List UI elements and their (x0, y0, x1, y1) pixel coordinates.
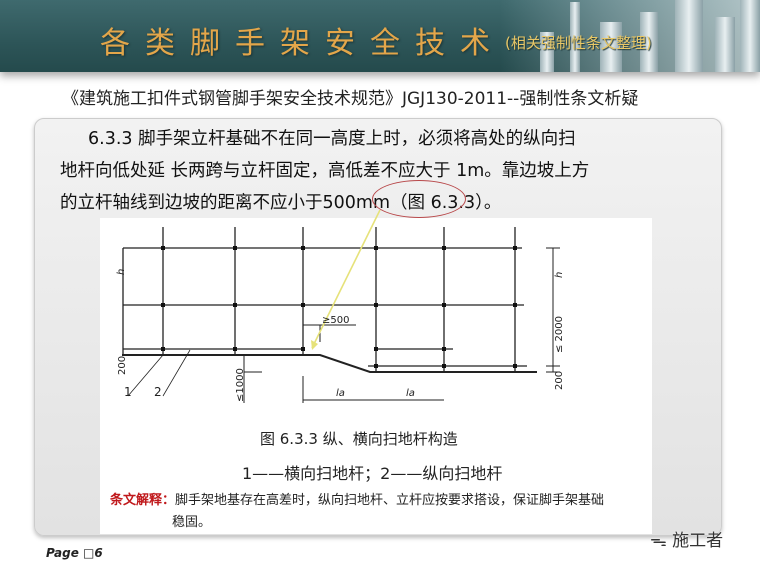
clause-line-1: 6.3.3 脚手架立杆基础不在同一高度上时，必须将高处的纵向扫 (88, 129, 576, 149)
wechat-icon: ᯓ (650, 531, 673, 551)
watermark: ᯓ 施工者 (650, 526, 723, 551)
page-number: Page □6 (46, 546, 103, 560)
note-label: 条文解释： (110, 493, 176, 508)
label-2: 2 (154, 385, 162, 399)
slide-header: 各类脚手架安全技术 (相关强制性条文整理) (0, 0, 760, 72)
note-text-2: 稳固。 (172, 515, 212, 530)
slide-subtitle: 《建筑施工扣件式钢管脚手架安全技术规范》JGJ130-2011--强制性条文析疑 (62, 89, 639, 109)
label-le1000: ≤1000 (235, 368, 246, 402)
label-la-1: la (336, 388, 345, 399)
label-200-right: 200 (554, 371, 565, 390)
label-200-left: 200 (117, 356, 128, 375)
label-1: 1 (124, 385, 132, 399)
pointer-arrow (311, 209, 381, 349)
slide-title-note: (相关强制性条文整理) (505, 34, 652, 52)
label-ge500: ≥500 (322, 315, 349, 326)
figure-legend: 1——横向扫地杆；2——纵向扫地杆 (242, 464, 503, 483)
figure-caption: 图 6.3.3 纵、横向扫地杆构造 (260, 430, 458, 448)
note-text: 脚手架地基存在高差时，纵向扫地杆、立杆应按要求搭设，保证脚手架基础 (175, 493, 605, 508)
clause-line-3a: 的立杆轴线到边坡的距离不应小于 (60, 193, 323, 213)
label-h-right: h (554, 272, 565, 278)
watermark-text: 施工者 (672, 531, 724, 551)
label-le2000: ≤ 2000 (554, 316, 565, 353)
clause-line-2: 地杆向低处延 长两跨与立杆固定，高低差不应大于 1m。靠边坡上方 (60, 161, 590, 181)
label-h-left: h (116, 269, 127, 275)
slide-title: 各类脚手架安全技术 (100, 26, 505, 61)
clause-explanation: 条文解释：脚手架地基存在高差时，纵向扫地杆、立杆应按要求搭设，保证脚手架基础 稳固… (110, 490, 604, 534)
highlight-circle (372, 180, 466, 218)
label-la-2: la (406, 388, 415, 399)
city-skyline-image (500, 0, 760, 72)
